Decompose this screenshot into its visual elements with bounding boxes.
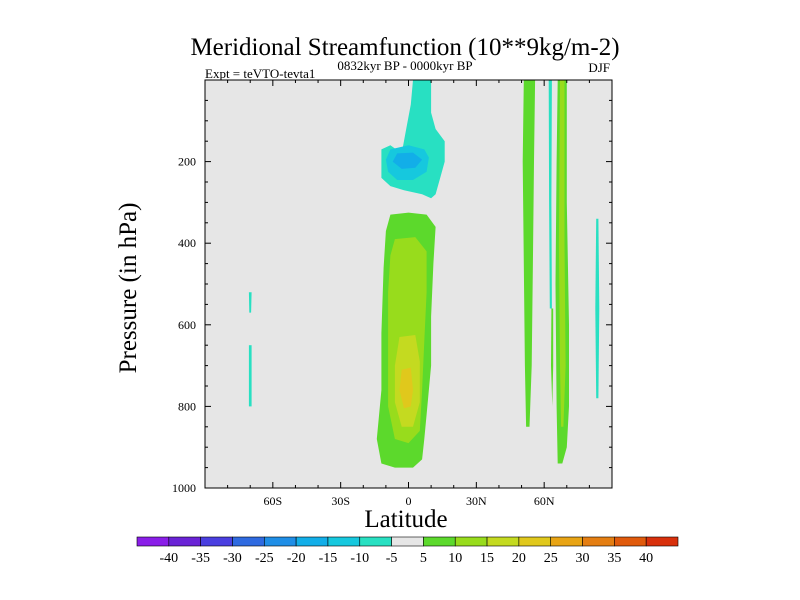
colorbar-box (327, 536, 361, 547)
colorbar-box (518, 536, 552, 547)
y-tick-label: 400 (178, 236, 196, 250)
contour-south-sliver-lower (248, 345, 252, 407)
colorbar-box (136, 536, 170, 547)
colorbar-label: -25 (255, 551, 274, 566)
colorbar-label: 25 (544, 551, 558, 566)
season-label: DJF (588, 60, 610, 75)
x-tick-label: 30S (331, 494, 350, 508)
experiment-label: Expt = teVTO-tevta1 (205, 66, 315, 81)
colorbar-box (263, 536, 297, 547)
colorbar-box (486, 536, 520, 547)
colorbar-box (423, 536, 456, 547)
colorbar-box (614, 536, 647, 547)
colorbar-box (645, 536, 679, 547)
contour-north-band-a (522, 80, 536, 427)
contour-upper-negative-center (392, 152, 423, 169)
colorbar-label: 5 (420, 551, 427, 566)
colorbar-box (168, 536, 201, 547)
y-tick-label: 200 (178, 155, 196, 169)
colorbar-label: 20 (512, 551, 526, 566)
colorbar-label: -20 (287, 551, 306, 566)
colorbar-label: 35 (607, 551, 621, 566)
colorbar-label: -15 (319, 551, 338, 566)
x-tick-label: 30N (466, 494, 487, 508)
y-tick-label: 800 (178, 399, 196, 413)
colorbar-box (550, 536, 583, 547)
colorbar-label: 10 (448, 551, 462, 566)
y-axis-label: Pressure (in hPa) (115, 203, 142, 374)
contour-north-sliver-negative (548, 80, 552, 309)
x-axis-label: Latitude (364, 506, 447, 533)
colorbar-box (359, 536, 392, 547)
y-tick-label: 600 (178, 318, 196, 332)
colorbar-label: -10 (350, 551, 369, 566)
colorbar-box (391, 536, 424, 547)
contour-north-sliver-positive (551, 308, 554, 407)
contour-north-edge-sliver (595, 218, 600, 399)
colorbar-box (200, 536, 233, 547)
colorbar-label: -30 (223, 551, 242, 566)
colorbar-label: -5 (386, 551, 398, 566)
colorbar-label: 15 (480, 551, 494, 566)
x-axis: 60S 30S 0 30N 60N (204, 80, 613, 508)
colorbar-label: 40 (639, 551, 653, 566)
colorbar-box (454, 536, 488, 547)
colorbar: -40 -35 -30 -25 -20 -15 -10 -5 5 10 15 20 25 30 35 40 (136, 536, 679, 566)
contour-north-band-b-core (558, 80, 566, 427)
colorbar-box (582, 536, 615, 547)
colorbar-label: 30 (576, 551, 590, 566)
x-tick-label: 0 (406, 494, 412, 508)
time-range-label: 0832kyr BP - 0000kyr BP (337, 58, 472, 73)
chart-title: Meridional Streamfunction (10**9kg/m-2) (190, 34, 619, 61)
y-tick-label: 1000 (172, 481, 196, 495)
contour-lower-positive-center (399, 367, 413, 409)
x-tick-label: 60N (534, 494, 555, 508)
contour-fills (248, 80, 600, 468)
x-tick-label: 60S (263, 494, 282, 508)
y-axis: 200 400 600 800 1000 (172, 79, 612, 495)
colorbar-label: -40 (159, 551, 178, 566)
colorbar-box (295, 536, 329, 547)
colorbar-box (232, 536, 265, 547)
contour-south-sliver-upper (248, 292, 252, 313)
colorbar-label: -35 (191, 551, 210, 566)
